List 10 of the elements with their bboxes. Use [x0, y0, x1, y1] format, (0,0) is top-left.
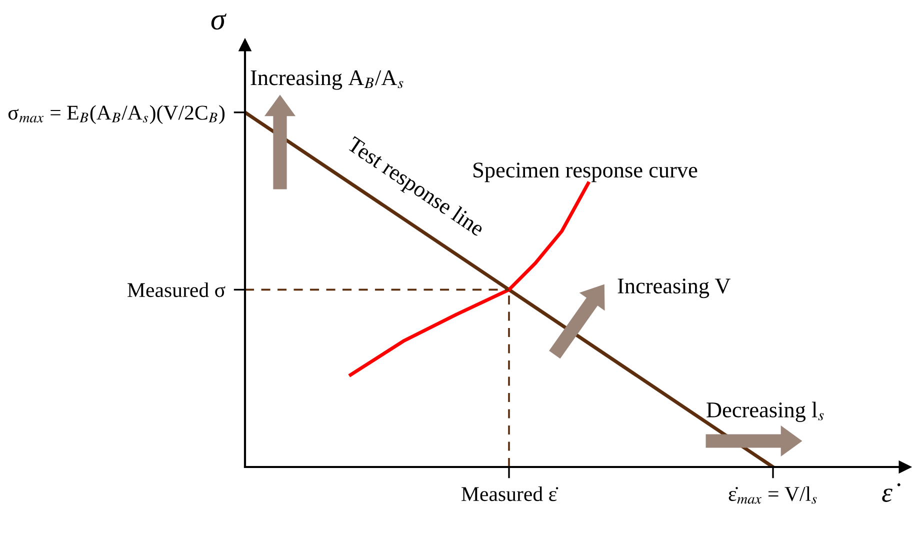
x-axis-title: ε̇: [882, 483, 900, 502]
annotation: Specimen response curve: [474, 162, 698, 182]
text: Measured σ: [128, 282, 226, 298]
x-tick-label: Measured ε̇: [462, 486, 558, 502]
x-tick-label: ε̇$_{max}$ = V/l$_{s}$: [728, 486, 817, 504]
annotation: Decreasing l$_{s}$: [706, 402, 824, 422]
text: Increasing A$_{B}$/A$_{s}$: [250, 70, 404, 90]
text: σ$_{max}$ = E$_{B}$(A$_{B}$/A$_{s}$)(V/2C$_{B}$): [8, 105, 225, 124]
y-axis-title: σ: [211, 14, 227, 30]
annotation: Increasing V: [618, 278, 731, 298]
